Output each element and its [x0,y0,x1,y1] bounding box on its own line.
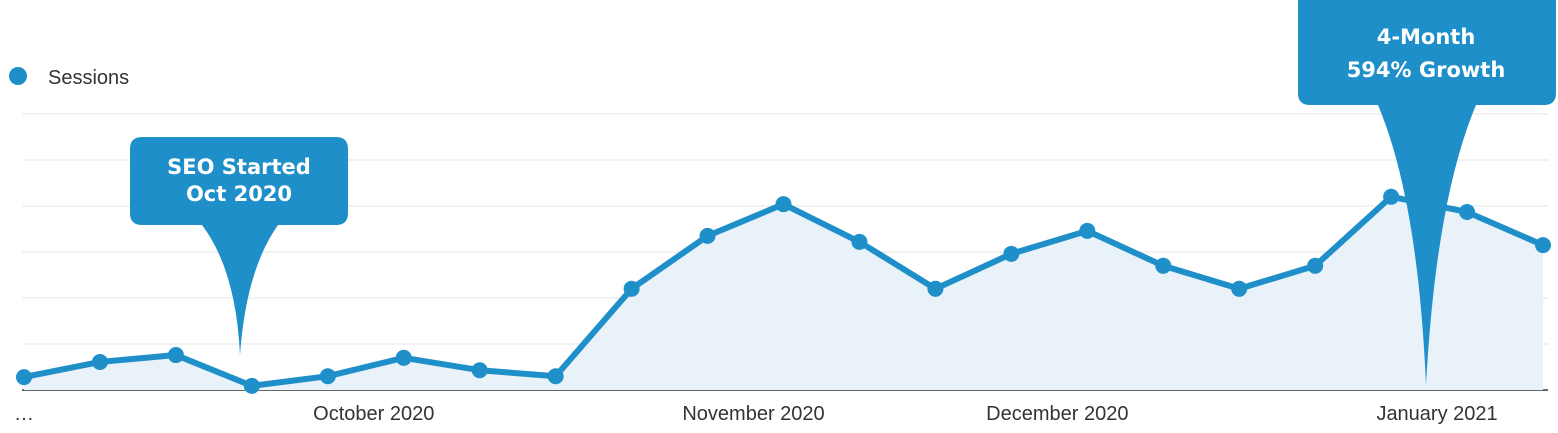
x-tick-label: December 2020 [986,403,1128,425]
x-tick-label: January 2021 [1376,403,1497,425]
callout-growth: 4-Month 594% Growth [1298,0,1556,385]
point [16,369,32,386]
point [775,196,792,213]
point [1003,245,1020,262]
point [851,233,868,250]
point [471,362,488,379]
point [927,280,944,297]
point [1155,257,1172,274]
point [623,280,640,297]
callout-text: 594% Growth [1347,58,1506,82]
legend-marker [9,67,27,85]
point [1383,188,1400,205]
x-tick-label: November 2020 [682,403,824,425]
point [395,349,412,366]
point [1535,237,1551,254]
point [1079,222,1096,239]
callout-text: Oct 2020 [186,182,292,206]
callout-text: 4-Month [1377,25,1476,49]
point [167,347,184,364]
point [547,368,564,385]
callout-shape [1298,0,1556,385]
callout-seo: SEO Started Oct 2020 [130,137,348,355]
point [243,377,260,394]
point [1231,280,1248,297]
point [699,227,716,244]
point [1459,203,1476,220]
callout-text: SEO Started [167,155,311,179]
point [91,353,108,370]
area [24,196,1543,390]
point [1307,257,1324,274]
legend-label: Sessions [48,67,129,89]
x-tick-label: … [14,403,34,425]
x-tick-label: October 2020 [313,403,434,425]
callout-shape [130,137,348,355]
point [319,368,336,385]
